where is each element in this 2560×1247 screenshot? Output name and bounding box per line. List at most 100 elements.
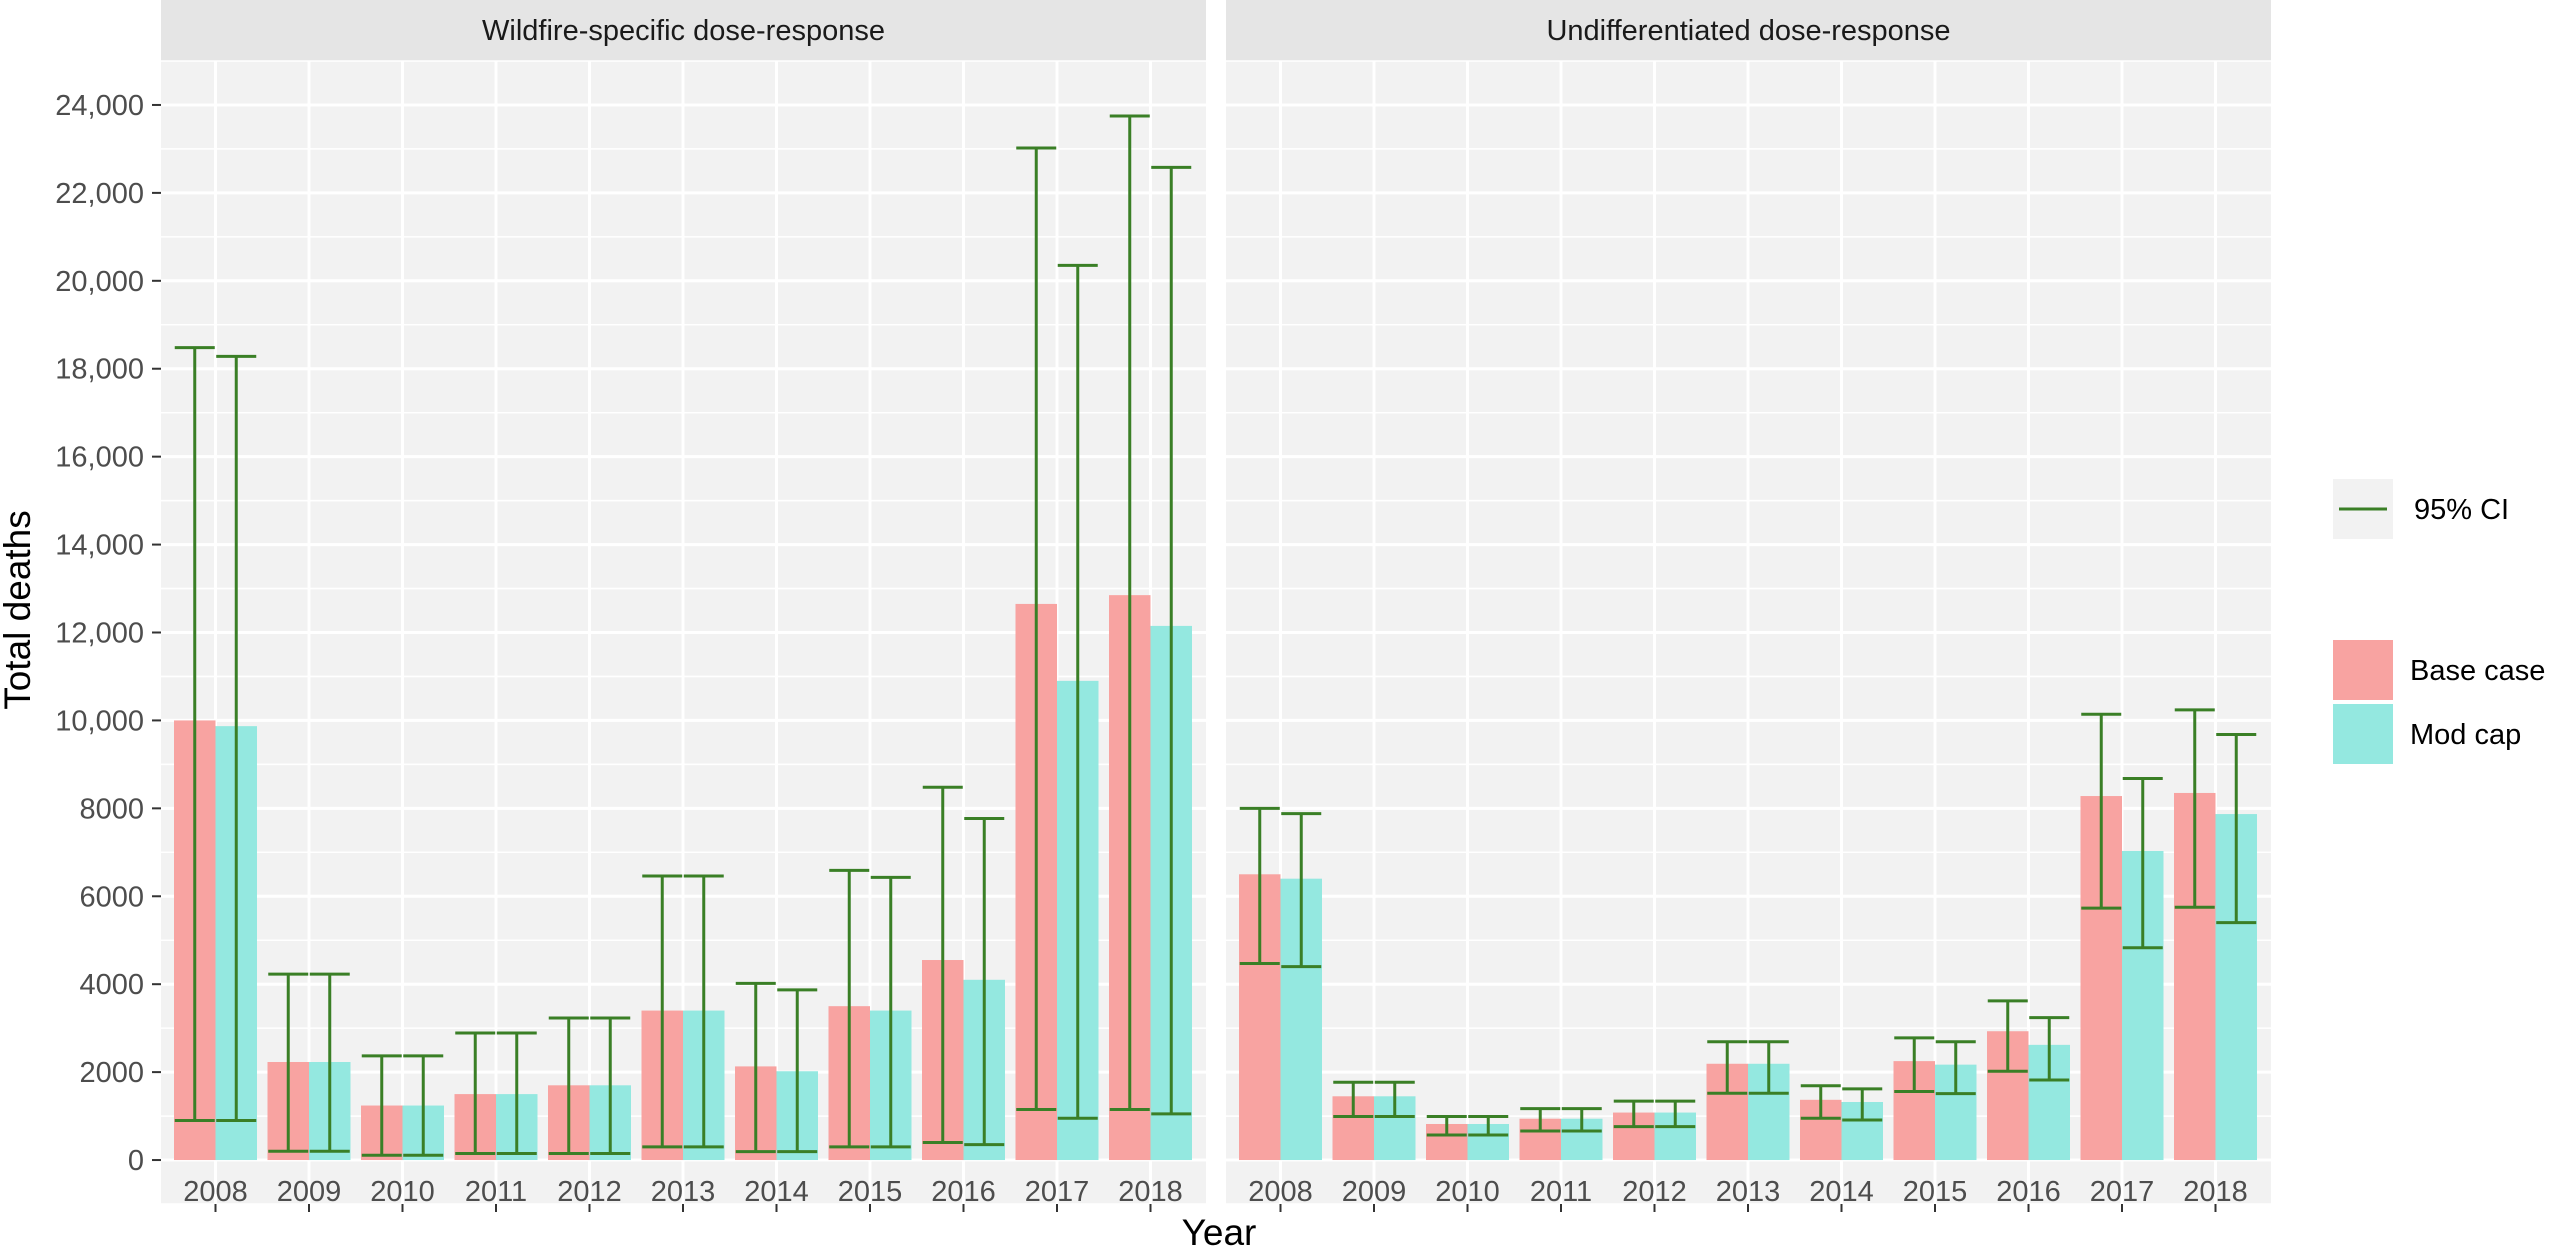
errorbar (1655, 1099, 1696, 1129)
x-axis-title: Year (1182, 1212, 1257, 1247)
errorbar (268, 972, 309, 1153)
errorbar (1987, 999, 2028, 1073)
x-tick-label: 2015 (838, 1176, 903, 1208)
x-tick-label: 2018 (1118, 1176, 1183, 1208)
y-tick-label: 4000 (79, 969, 144, 1001)
errorbars-mod-cap (216, 165, 1192, 1157)
panel-strip (161, 0, 1206, 61)
errorbar (1707, 1040, 1748, 1095)
x-tick-label: 2009 (277, 1176, 342, 1208)
x-tick-label: 2010 (370, 1176, 435, 1208)
errorbar (1374, 1080, 1415, 1119)
errorbar (496, 1031, 537, 1155)
y-tick-label: 22,000 (55, 178, 144, 210)
panel-title: Wildfire-specific dose-response (482, 15, 885, 47)
legend-swatch (2333, 640, 2393, 700)
x-tick-label: 2008 (1248, 1176, 1313, 1208)
errorbar (1561, 1107, 1602, 1133)
x-tick-label: 2011 (465, 1176, 527, 1208)
y-tick-label: 20,000 (55, 266, 144, 298)
errorbar (777, 988, 818, 1154)
errorbar (309, 972, 350, 1153)
x-tick-label: 2010 (1435, 1176, 1500, 1208)
y-tick-label: 2000 (79, 1057, 144, 1089)
y-tick-label: 6000 (79, 881, 144, 913)
legend-label: Base case (2410, 655, 2545, 687)
errorbars-base-case (174, 114, 1150, 1157)
errorbar (870, 875, 911, 1149)
errorbar (403, 1054, 444, 1157)
x-tick-label: 2008 (183, 1176, 248, 1208)
errorbar (2122, 776, 2163, 950)
errorbar (1281, 812, 1322, 969)
errorbar (642, 874, 683, 1149)
legend: 95% CI Base case Mod cap (2333, 479, 2545, 764)
errorbar (455, 1031, 496, 1155)
panel-strip (1226, 0, 2271, 61)
errorbar (1468, 1115, 1509, 1137)
panel-1: Wildfire-specific dose-response 2008 2009 2… (161, 0, 1206, 1212)
x-tick-label: 2015 (1903, 1176, 1968, 1208)
errorbar (1333, 1080, 1374, 1119)
y-tick-label: 24,000 (55, 90, 144, 122)
x-tick-label: 2012 (1622, 1176, 1687, 1208)
legend-swatch (2333, 704, 2393, 764)
legend-item-mod-cap: Mod cap (2333, 704, 2521, 764)
errorbar (1151, 165, 1192, 1116)
legend-item-base-case: Base case (2333, 640, 2545, 700)
errorbar (2081, 712, 2122, 910)
y-tick-label: 16,000 (55, 442, 144, 474)
x-tick-label: 2009 (1342, 1176, 1407, 1208)
errorbar (174, 346, 215, 1122)
legend-ci-label: 95% CI (2414, 494, 2509, 526)
errorbars-base-case (1239, 708, 2215, 1137)
y-axis: 0 2000 4000 6000 8000 10,000 12,000 14,000 16,00… (55, 90, 161, 1177)
errorbar (590, 1016, 631, 1155)
errorbar (922, 785, 963, 1144)
errorbar (1894, 1036, 1935, 1093)
x-tick-label: 2014 (744, 1176, 809, 1208)
errorbar (1842, 1087, 1883, 1122)
chart-panels: Wildfire-specific dose-response 2008 2009 2… (161, 0, 2271, 1212)
errorbar (964, 816, 1005, 1147)
x-tick-label: 2017 (1025, 1176, 1090, 1208)
x-tick-label: 2016 (1996, 1176, 2061, 1208)
errorbar (2216, 732, 2257, 925)
errorbar (1239, 806, 1280, 966)
x-tick-label: 2014 (1809, 1176, 1874, 1208)
x-tick-label: 2018 (2183, 1176, 2248, 1208)
y-tick-label: 10,000 (55, 705, 144, 737)
errorbar (1800, 1084, 1841, 1120)
errorbar (1057, 263, 1098, 1120)
errorbar (1016, 146, 1057, 1111)
errorbar (1613, 1099, 1654, 1129)
x-tick-label: 2017 (2090, 1176, 2155, 1208)
y-axis-title: Total deaths (0, 510, 38, 710)
y-tick-label: 0 (128, 1145, 144, 1177)
errorbar (2174, 708, 2215, 909)
y-tick-label: 12,000 (55, 618, 144, 650)
errorbar (829, 868, 870, 1149)
panel-title: Undifferentiated dose-response (1546, 15, 1950, 47)
errorbar (1109, 114, 1150, 1111)
x-tick-label: 2012 (557, 1176, 622, 1208)
x-tick-label: 2013 (1716, 1176, 1781, 1208)
x-tick-label: 2011 (1530, 1176, 1592, 1208)
errorbar (1520, 1107, 1561, 1133)
errorbar (683, 874, 724, 1149)
y-tick-label: 18,000 (55, 354, 144, 386)
errorbars-mod-cap (1281, 732, 2257, 1137)
x-tick-label: 2013 (651, 1176, 716, 1208)
errorbar (1426, 1115, 1467, 1137)
y-tick-label: 14,000 (55, 530, 144, 562)
x-tick-label: 2016 (931, 1176, 996, 1208)
errorbar (548, 1016, 589, 1155)
errorbar (735, 981, 776, 1154)
y-tick-label: 8000 (79, 793, 144, 825)
errorbar (1935, 1040, 1976, 1096)
legend-ci: 95% CI (2333, 479, 2509, 539)
errorbar (2029, 1016, 2070, 1082)
errorbar (361, 1054, 402, 1157)
errorbar (1748, 1040, 1789, 1095)
